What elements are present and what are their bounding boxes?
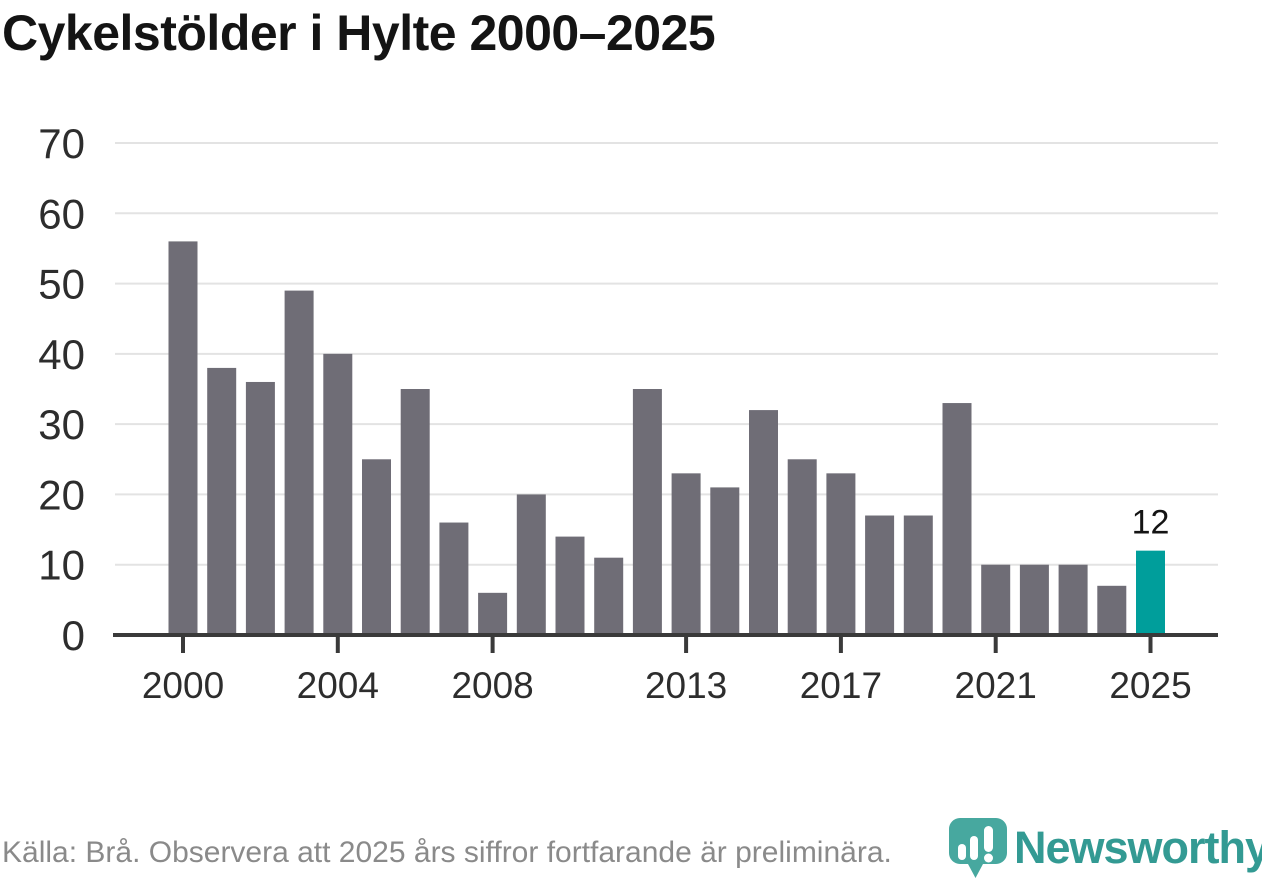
y-tick-label: 60	[38, 190, 85, 237]
y-tick-label: 0	[62, 612, 85, 659]
y-tick-label: 40	[38, 331, 85, 378]
bar-2003	[284, 290, 314, 635]
bar-2000	[168, 241, 198, 635]
bar-value-label: 12	[1132, 504, 1170, 542]
newsworthy-logo-icon	[949, 818, 1007, 878]
x-tick-label: 2017	[800, 665, 882, 706]
bar-2024	[1097, 585, 1127, 635]
bar-2018	[865, 515, 895, 635]
bar-2009	[516, 494, 546, 635]
source-note: Källa: Brå. Observera att 2025 års siffr…	[2, 836, 892, 869]
x-tick-label: 2021	[955, 665, 1037, 706]
bar-2006	[400, 389, 430, 635]
y-tick-label: 70	[38, 120, 85, 167]
bar-2005	[362, 459, 391, 635]
bar-2004	[323, 353, 353, 635]
bar-2010	[555, 536, 585, 635]
logo-dot	[984, 853, 993, 863]
x-tick-label: 2025	[1109, 665, 1191, 706]
y-tick-label: 10	[38, 542, 85, 589]
bar-2019	[903, 515, 933, 635]
bar-2012	[632, 389, 662, 635]
logo-bar-medium	[970, 836, 978, 860]
bar-2016	[787, 459, 817, 635]
logo-bar-tall	[984, 826, 993, 852]
page-title: Cykelstölder i Hylte 2000–2025	[2, 5, 716, 61]
y-tick-label: 50	[38, 261, 85, 308]
x-tick-label: 2013	[645, 665, 727, 706]
bar-2008	[478, 592, 508, 635]
bar-2023	[1058, 564, 1088, 635]
bar-2011	[594, 557, 624, 635]
bar-2014	[710, 487, 740, 635]
bar-2021	[981, 564, 1011, 635]
logo-bar-small	[958, 844, 966, 860]
bar-2007	[439, 522, 469, 635]
bar-2025	[1136, 550, 1165, 635]
bar-2001	[207, 367, 237, 635]
y-tick-label: 30	[38, 401, 85, 448]
x-tick-label: 2004	[297, 665, 379, 706]
x-tick-label: 2000	[142, 665, 224, 706]
x-tick-label: 2008	[451, 665, 533, 706]
bar-2020	[942, 403, 972, 635]
bar-2015	[749, 410, 778, 635]
bar-2022	[1019, 564, 1049, 635]
y-tick-label: 20	[38, 471, 85, 518]
bar-2002	[245, 381, 275, 635]
newsworthy-wordmark: Newsworthy	[1014, 822, 1262, 873]
bar-2017	[826, 473, 856, 635]
bar-2013	[671, 473, 701, 635]
